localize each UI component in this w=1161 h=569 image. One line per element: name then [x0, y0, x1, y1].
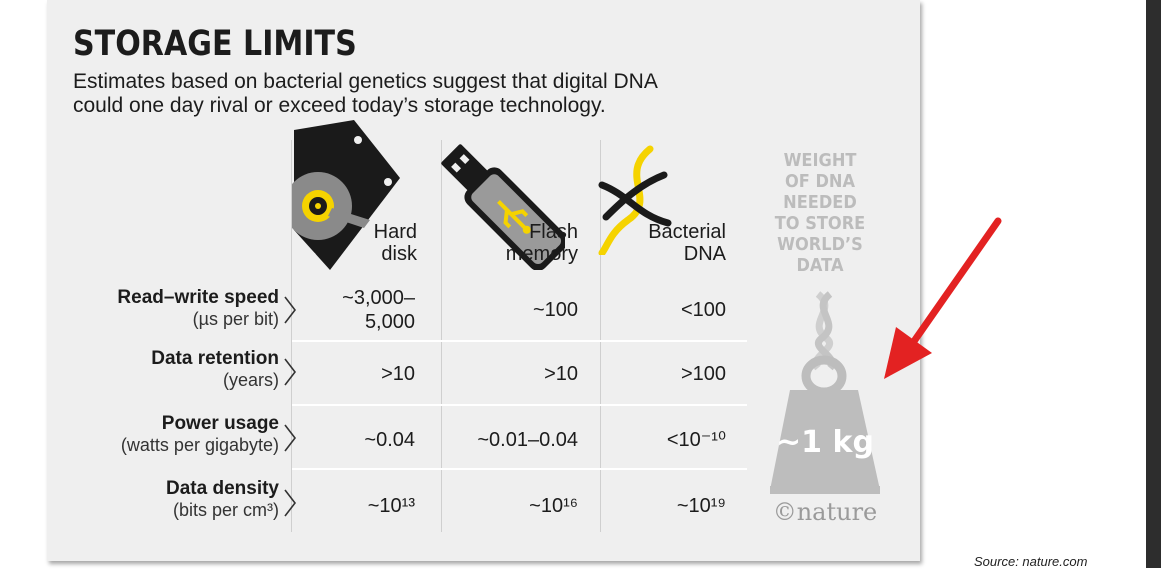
cell-power-flash: ~0.01–0.04 [477, 429, 578, 451]
column-divider [600, 140, 601, 532]
chevron-right-icon [284, 296, 297, 324]
row-label-title: Data density [166, 478, 279, 499]
row-label-unit: (years) [222, 370, 279, 390]
row-divider [292, 404, 747, 406]
cell-retention-dna: >100 [680, 363, 726, 385]
row-divider [292, 340, 747, 342]
cell-power-dna: <10⁻¹⁰ [666, 429, 726, 451]
cell-speed-hard-disk: ~3,000– 5,000 [342, 287, 415, 333]
chevron-right-icon [284, 489, 297, 517]
cell-retention-flash: >10 [544, 363, 578, 385]
cell-retention-hard-disk: >10 [381, 363, 415, 385]
column-divider [291, 140, 292, 532]
weight-value: ~1 kg [776, 425, 874, 460]
window-edge [1146, 0, 1161, 568]
column-header-hard-disk: Hard disk [373, 221, 417, 265]
row-label-title: Data retention [151, 348, 279, 369]
dna-helix-icon [598, 145, 672, 255]
red-arrow-annotation [884, 217, 1002, 379]
usb-flash-drive-icon [441, 144, 565, 270]
subtitle: Estimates based on bacterial genetics su… [73, 70, 658, 117]
cell-density-hard-disk: ~10¹³ [367, 495, 415, 517]
nature-logo: ©nature [772, 498, 878, 526]
page-title: STORAGE LIMITS [73, 24, 357, 64]
column-divider [441, 140, 442, 532]
row-label-title: Read–write speed [117, 287, 279, 308]
cell-density-flash: ~10¹⁶ [529, 495, 578, 517]
chevron-right-icon [284, 358, 297, 386]
weight-caption: WEIGHT OF DNA NEEDED TO STORE WORLD’S DA… [774, 150, 866, 276]
cell-speed-flash: ~100 [532, 299, 578, 321]
row-divider [292, 468, 747, 470]
row-label-title: Power usage [161, 413, 279, 434]
source-caption: Source: nature.com [974, 554, 1088, 569]
kettlebell-weight-icon: ~1 kg [770, 291, 880, 494]
row-label-unit: (bits per cm³) [172, 500, 279, 520]
row-label-unit: (µs per bit) [192, 309, 279, 329]
cell-speed-dna: <100 [680, 299, 726, 321]
hard-disk-icon [292, 120, 400, 270]
chevron-right-icon [284, 424, 297, 452]
cell-density-dna: ~10¹⁹ [676, 495, 726, 517]
cell-power-hard-disk: ~0.04 [364, 429, 415, 451]
column-header-bacterial-dna: Bacterial DNA [648, 221, 726, 265]
row-label-unit: (watts per gigabyte) [120, 435, 279, 455]
column-header-flash-memory: Flash memory [505, 221, 578, 265]
